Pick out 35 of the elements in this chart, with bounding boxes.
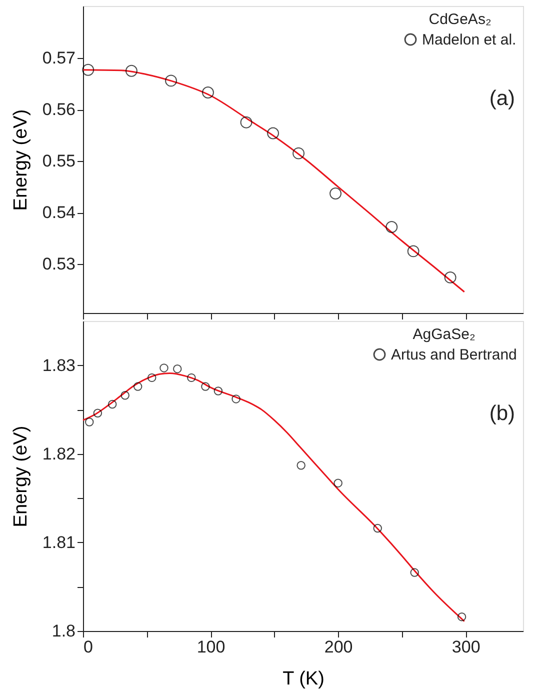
legend-label: Artus and Bertrand xyxy=(391,346,517,364)
point xyxy=(82,64,94,76)
point xyxy=(125,64,138,77)
x-tick-label: 100 xyxy=(196,638,226,656)
y-tick-label: 0.57 xyxy=(42,48,76,68)
point xyxy=(330,188,342,200)
y-tick-label: 1.82 xyxy=(42,444,76,464)
point xyxy=(407,245,420,258)
y-tick-label: 0.56 xyxy=(42,100,76,120)
y-tick-label: 0.54 xyxy=(42,203,76,222)
x-tick-label: 200 xyxy=(324,638,353,656)
y-tick-label: 1.83 xyxy=(42,356,76,375)
annotation: (b) xyxy=(489,402,515,425)
line-series xyxy=(82,69,466,293)
legend-title: AgGaSe₂ xyxy=(412,326,476,343)
annotation: (a) xyxy=(489,87,515,110)
point xyxy=(444,271,456,284)
y-tick-label: 0.53 xyxy=(42,254,76,274)
line-series xyxy=(82,372,466,622)
point xyxy=(165,74,177,87)
legend-title: CdGeAs₂ xyxy=(428,11,492,28)
point xyxy=(386,221,398,233)
point xyxy=(292,147,305,160)
point xyxy=(240,116,252,128)
point xyxy=(267,127,280,140)
y-axis-title: Energy (eV) xyxy=(10,426,32,528)
y-tick-label: 1.8 xyxy=(52,622,76,640)
legend-label: Madelon et al. xyxy=(422,32,516,48)
y-tick-label: 0.55 xyxy=(42,152,76,171)
x-axis-title: T (K) xyxy=(282,668,324,690)
point xyxy=(202,86,214,99)
y-tick-label: 1.81 xyxy=(42,532,76,552)
x-tick-label: 300 xyxy=(452,638,480,656)
x-tick-label: 0 xyxy=(84,638,93,656)
y-axis-title: Energy (eV) xyxy=(10,109,32,211)
